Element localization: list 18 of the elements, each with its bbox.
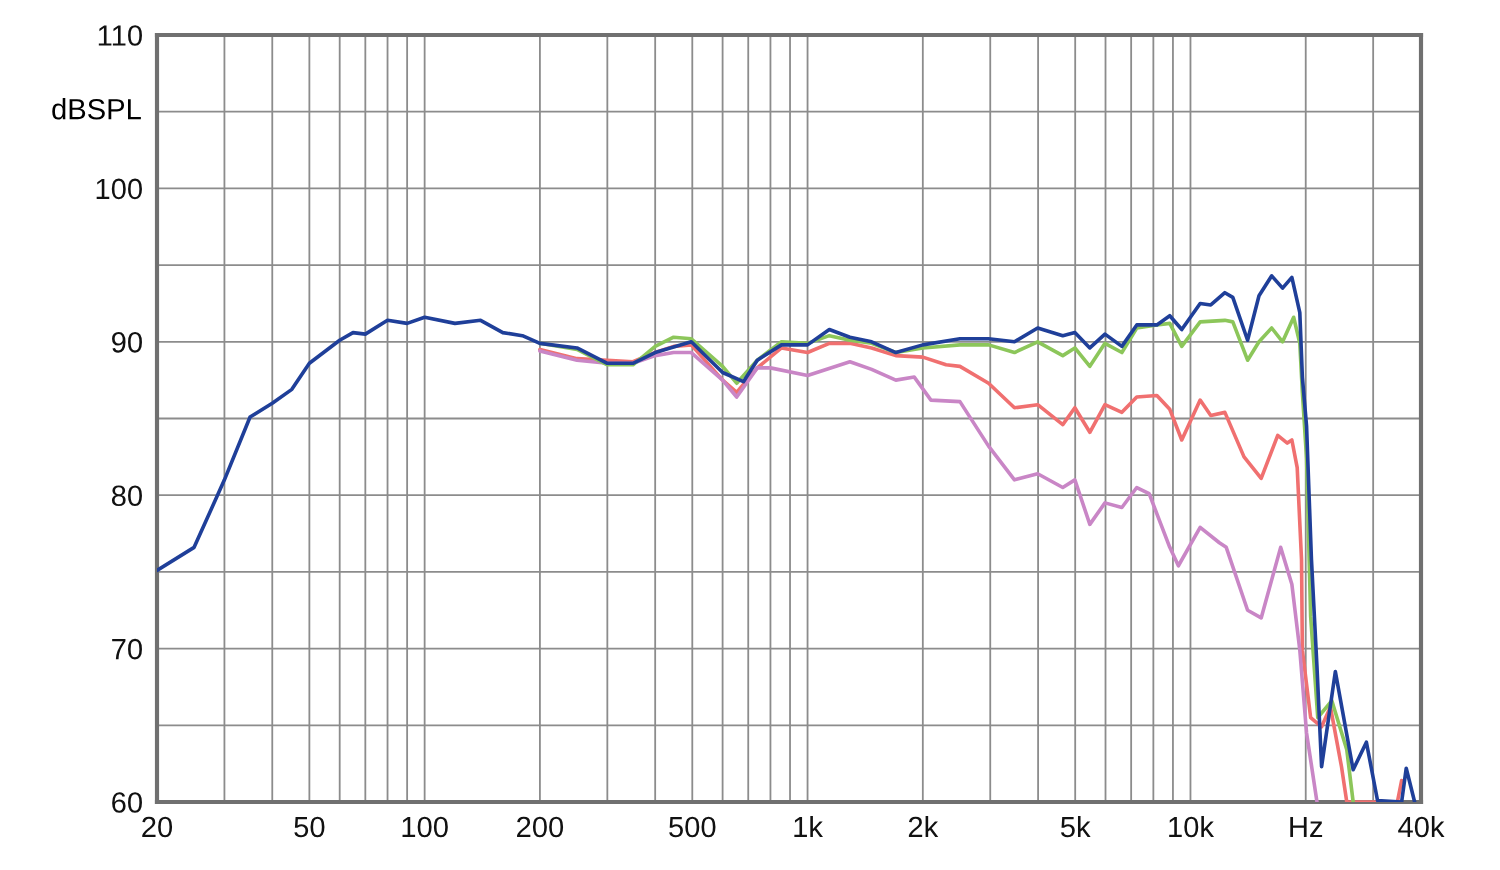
x-tick-label: 2k	[908, 815, 939, 838]
x-tick-label: 10k	[1169, 815, 1215, 838]
y-tick-label: 100	[96, 178, 142, 200]
y-tick-label: 80	[111, 485, 142, 507]
x-tick-label: 50	[294, 816, 325, 838]
x-tick-label: 200	[517, 816, 564, 838]
x-tick-label: 20	[142, 816, 173, 838]
x-tick-label: 5k	[1060, 815, 1091, 838]
y-tick-label: 60	[112, 792, 142, 813]
y-axis-title: dBSPL	[52, 98, 141, 120]
x-tick-label: 500	[669, 816, 716, 838]
y-tick-label: 70	[112, 638, 142, 660]
x-tick-label: 100	[402, 816, 448, 838]
x-tick-label: 40k	[1398, 815, 1445, 838]
y-tick-label: 90	[112, 332, 142, 353]
x-tick-label: 1k	[794, 815, 823, 838]
x-tick-label: Hz	[1290, 816, 1323, 838]
y-tick-label: 110	[98, 25, 142, 46]
